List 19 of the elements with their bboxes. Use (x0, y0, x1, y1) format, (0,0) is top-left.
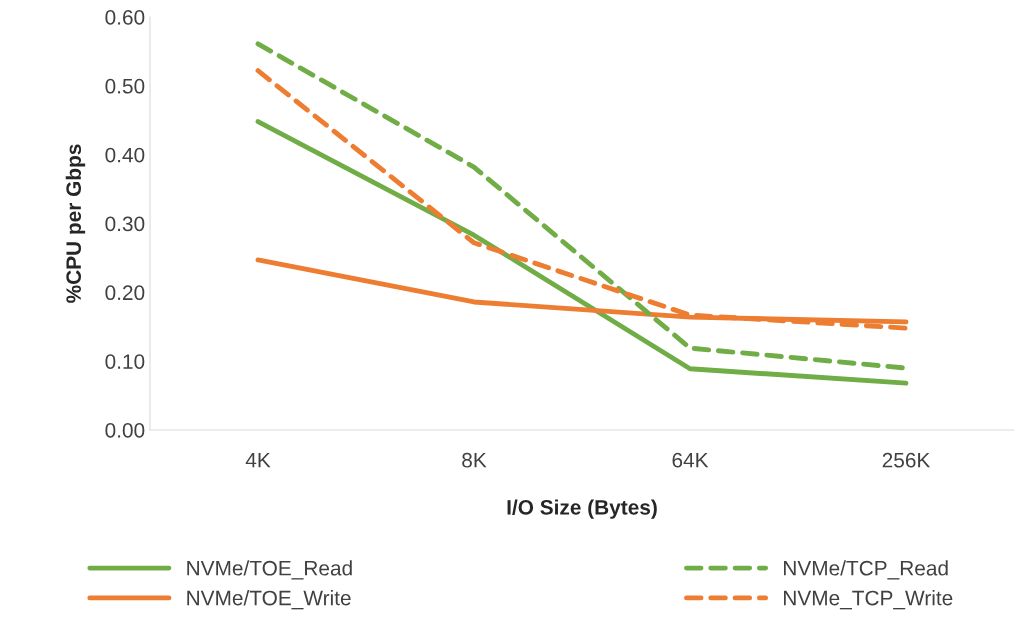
x-tick-label: 4K (245, 452, 271, 468)
y-tick-label: 0.10 (105, 354, 145, 369)
x-tick-label: 256K (882, 452, 931, 468)
x-axis-title: I/O Size (Bytes) (507, 499, 657, 519)
y-tick-label: 0.40 (105, 147, 145, 163)
legend-label: NVMe/TOE_Write (187, 590, 351, 610)
y-axis-title: %CPU per Gbps (65, 144, 86, 303)
x-tick-label: 8K (462, 452, 487, 468)
y-tick-label: 0.20 (105, 285, 145, 301)
legend-label: NVMe/TOE_Read (187, 560, 352, 580)
x-tick-label: 64K (672, 452, 709, 468)
y-tick-label: 0.00 (105, 423, 145, 438)
line-series (255, 68, 909, 331)
legend-label: NVMe_TCP_Write (784, 590, 953, 610)
y-tick-label: 0.60 (105, 10, 145, 25)
line-series (255, 119, 909, 386)
y-tick-label: 0.30 (105, 216, 145, 232)
legend-label: NVMe/TCP_Read (784, 560, 948, 580)
y-tick-label: 0.50 (105, 78, 145, 94)
